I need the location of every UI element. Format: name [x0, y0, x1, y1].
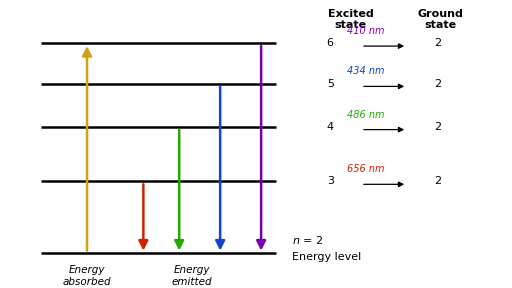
Text: 2: 2: [434, 79, 441, 88]
Text: 486 nm: 486 nm: [347, 109, 385, 120]
Text: 656 nm: 656 nm: [347, 164, 385, 174]
Text: 410 nm: 410 nm: [347, 26, 385, 36]
Text: 5: 5: [327, 79, 334, 88]
Text: 2: 2: [434, 177, 441, 186]
Text: Energy
emitted: Energy emitted: [172, 265, 212, 287]
Text: $n$ = 2: $n$ = 2: [292, 234, 323, 246]
Text: Energy
absorbed: Energy absorbed: [63, 265, 111, 287]
Text: 2: 2: [434, 122, 441, 132]
Text: Ground
state: Ground state: [417, 9, 463, 30]
Text: Excited
state: Excited state: [328, 9, 374, 30]
Text: Energy level: Energy level: [292, 252, 361, 262]
Text: 3: 3: [327, 177, 334, 186]
Text: 6: 6: [327, 38, 334, 48]
Text: 2: 2: [434, 38, 441, 48]
Text: 434 nm: 434 nm: [347, 66, 385, 76]
Text: 4: 4: [327, 122, 334, 132]
